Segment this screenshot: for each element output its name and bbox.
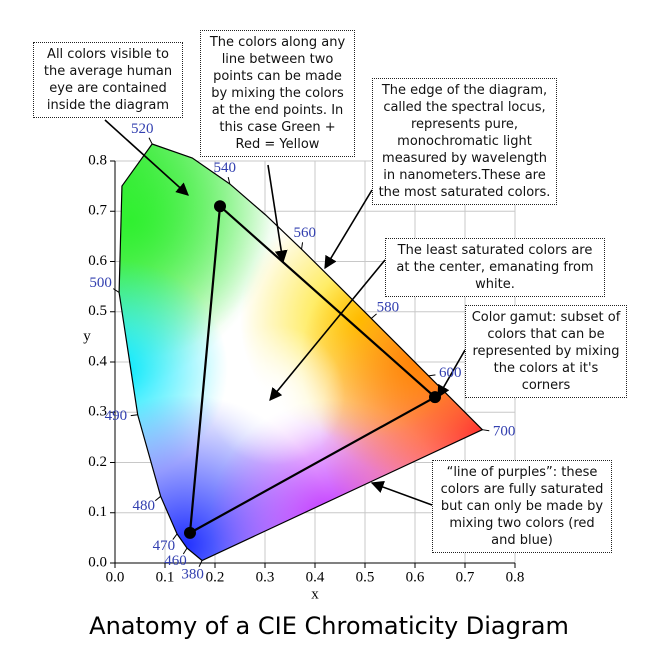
locus-tick (172, 533, 178, 540)
arrow (324, 189, 373, 270)
y-tick-label: 0.6 (88, 253, 107, 269)
arrow (370, 480, 433, 506)
locus-tick (130, 414, 138, 417)
locus-tick (148, 137, 153, 145)
x-tick-label: 0.0 (106, 569, 125, 585)
locus-tick (370, 313, 377, 319)
annotation: The least saturated colors are at the ce… (385, 238, 605, 297)
locus-tick (428, 374, 436, 377)
wavelength-label: 480 (132, 498, 155, 514)
gamut-corner (214, 200, 226, 213)
annotation: “line of purples”: these colors are full… (432, 460, 612, 553)
y-tick-label: 0.0 (88, 554, 107, 570)
annotation-arrows (104, 119, 466, 506)
x-tick-label: 0.5 (356, 569, 375, 585)
wavelength-label: 600 (439, 365, 462, 381)
annotation: Color gamut: subset of colors that can b… (465, 305, 627, 398)
gamut-corner (184, 526, 196, 539)
annotation: The edge of the diagram, called the spec… (372, 78, 557, 205)
y-tick-label: 0.3 (88, 404, 107, 420)
arrow (104, 119, 189, 196)
y-tick-label: 0.1 (88, 504, 107, 520)
chart-title: Anatomy of a CIE Chromaticity Diagram (89, 612, 569, 640)
x-tick-label: 0.4 (306, 569, 325, 585)
y-tick-label: 0.4 (88, 353, 107, 369)
y-tick-label: 0.2 (88, 454, 107, 470)
locus-tick (301, 242, 304, 250)
y-tick-label: 0.5 (88, 303, 107, 319)
locus-tick (482, 429, 490, 432)
wavelength-label: 700 (493, 424, 516, 440)
wavelength-label: 490 (105, 408, 128, 424)
x-tick-label: 0.8 (506, 569, 525, 585)
x-tick-label: 0.7 (456, 569, 475, 585)
locus-tick (112, 288, 120, 293)
wavelength-label: 540 (214, 160, 237, 176)
locus-tick (182, 547, 188, 555)
y-axis-label: y (83, 328, 91, 344)
y-tick-label: 0.8 (88, 152, 107, 168)
arrow (269, 259, 386, 401)
y-tick-label: 0.7 (88, 203, 107, 219)
wavelength-label: 560 (293, 225, 316, 241)
annotation: The colors along any line between two po… (200, 30, 355, 157)
x-tick-label: 0.6 (406, 569, 425, 585)
wavelength-label: 460 (164, 553, 187, 569)
gamut-triangle (188, 203, 437, 535)
wavelength-label: 500 (89, 275, 112, 291)
locus-tick (198, 560, 203, 568)
x-tick-label: 0.3 (256, 569, 275, 585)
arrow (267, 164, 288, 264)
arrow (437, 349, 466, 399)
annotation: All colors visible to the average human … (33, 42, 183, 118)
wavelength-label: 520 (131, 121, 154, 137)
wavelength-label: 380 (181, 566, 204, 582)
x-tick-label: 0.1 (156, 569, 175, 585)
gamut-corner (429, 391, 441, 404)
locus-tick (227, 177, 231, 185)
wavelength-label: 580 (377, 299, 400, 315)
wavelength-label: 470 (153, 538, 176, 554)
x-axis-label: x (311, 586, 319, 602)
x-tick-label: 0.2 (206, 569, 225, 585)
locus-tick (154, 495, 161, 502)
